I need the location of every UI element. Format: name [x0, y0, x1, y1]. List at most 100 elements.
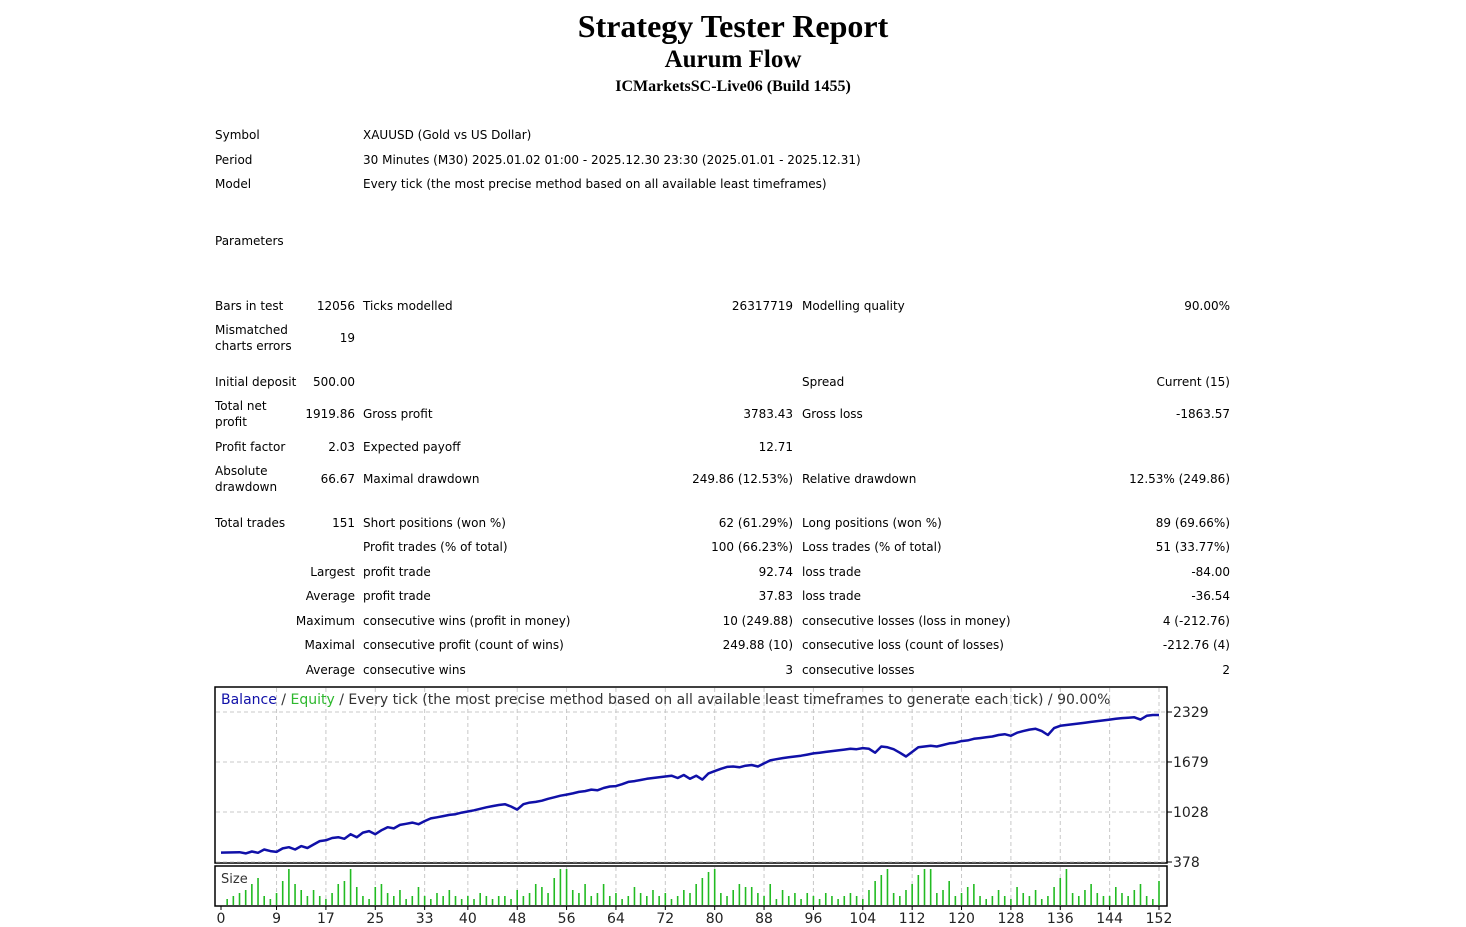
absolute-drawdown-label-line1: Absolute — [215, 464, 268, 478]
average-label: Average — [305, 589, 355, 603]
y-tick-label: 1679 — [1173, 755, 1209, 771]
deposit-value: 500.00 — [313, 375, 355, 389]
x-tick-label: 80 — [706, 911, 724, 926]
largest-profit-label: profit trade — [363, 565, 431, 579]
gross-loss-value: -1863.57 — [1176, 407, 1230, 421]
size-bars — [226, 869, 1160, 905]
x-tick-label: 144 — [1096, 911, 1123, 926]
x-tick-label: 25 — [366, 911, 384, 926]
x-tick-label: 33 — [416, 911, 434, 926]
maximal-label: Maximal — [304, 638, 355, 652]
net-profit-label-line1: Total net — [215, 399, 267, 413]
ticks-label: Ticks modelled — [363, 299, 453, 313]
x-tick-label: 120 — [948, 911, 975, 926]
avg-consecutive-losses-value: 2 — [1222, 663, 1230, 677]
legend-description: / Every tick (the most precise method ba… — [335, 692, 1111, 708]
x-tick-label: 88 — [755, 911, 773, 926]
x-tick-label: 96 — [805, 911, 823, 926]
max-consecutive-profit-value: 249.88 (10) — [722, 638, 793, 652]
quality-label: Modelling quality — [802, 299, 905, 313]
total-trades-label: Total trades — [215, 516, 286, 530]
chart-legend: Balance / Equity / Every tick (the most … — [221, 692, 1110, 708]
quality-value: 90.00% — [1184, 299, 1230, 313]
net-profit-value: 1919.86 — [305, 407, 355, 421]
max-consecutive-profit-label: consecutive profit (count of wins) — [363, 638, 564, 652]
server-build: ICMarketsSC-Live06 (Build 1455) — [615, 78, 851, 95]
avg-consecutive-wins-value: 3 — [785, 663, 793, 677]
x-tick-label: 0 — [217, 911, 226, 926]
parameters-label: Parameters — [215, 234, 284, 248]
symbol-value: XAUUSD (Gold vs US Dollar) — [363, 128, 532, 142]
gross-profit-value: 3783.43 — [743, 407, 793, 421]
x-tick-label: 17 — [317, 911, 335, 926]
profit-factor-value: 2.03 — [328, 440, 355, 454]
x-tick-label: 128 — [998, 911, 1025, 926]
largest-loss-label: loss trade — [802, 565, 861, 579]
short-positions-value: 62 (61.29%) — [718, 516, 793, 530]
balance-chart: 2329 1679 1028 378 0 9 17 25 33 40 48 56 64 72 80 88 96… — [214, 686, 1209, 926]
average-consecutive-label: Average — [305, 663, 355, 677]
expected-payoff-label: Expected payoff — [363, 440, 461, 454]
model-label: Model — [215, 177, 252, 191]
x-tick-label: 9 — [272, 911, 281, 926]
period-value: 30 Minutes (M30) 2025.01.02 01:00 - 2025… — [363, 153, 861, 167]
y-tick-label: 2329 — [1173, 705, 1209, 721]
average-profit-value: 37.83 — [758, 589, 793, 603]
x-tick-label: 152 — [1146, 911, 1173, 926]
model-value: Every tick (the most precise method base… — [363, 177, 827, 191]
gross-loss-label: Gross loss — [802, 407, 863, 421]
mismatch-label-line2: charts errors — [215, 339, 292, 353]
report-title: Strategy Tester Report — [577, 8, 889, 44]
expected-payoff-value: 12.71 — [758, 440, 793, 454]
largest-profit-value: 92.74 — [758, 565, 793, 579]
x-tick-label: 40 — [459, 911, 477, 926]
legend-balance: Balance — [221, 692, 277, 708]
x-tick-label: 48 — [508, 911, 526, 926]
max-consecutive-wins-value: 10 (249.88) — [722, 614, 793, 628]
long-positions-value: 89 (69.66%) — [1155, 516, 1230, 530]
x-tick-label: 64 — [607, 911, 625, 926]
mismatch-label-line1: Mismatched — [215, 323, 288, 337]
max-consecutive-loss-value: -212.76 (4) — [1162, 638, 1230, 652]
relative-drawdown-label: Relative drawdown — [802, 472, 917, 486]
x-tick-label: 136 — [1047, 911, 1074, 926]
y-axis-ticks: 2329 1679 1028 378 — [1167, 705, 1209, 871]
x-tick-label: 72 — [656, 911, 674, 926]
symbol-label: Symbol — [215, 128, 260, 142]
size-plot-frame — [214, 865, 1168, 907]
expert-name: Aurum Flow — [664, 46, 802, 73]
absolute-drawdown-label-line2: drawdown — [215, 480, 278, 494]
spread-label: Spread — [802, 375, 845, 389]
profit-trades-label: Profit trades (% of total) — [363, 540, 508, 554]
spread-value: Current (15) — [1156, 375, 1230, 389]
short-positions-label: Short positions (won %) — [363, 516, 506, 530]
x-tick-label: 112 — [899, 911, 926, 926]
ticks-value: 26317719 — [731, 299, 793, 313]
relative-drawdown-value: 12.53% (249.86) — [1129, 472, 1230, 486]
loss-trades-value: 51 (33.77%) — [1155, 540, 1230, 554]
maximal-drawdown-value: 249.86 (12.53%) — [692, 472, 793, 486]
maximum-label: Maximum — [295, 614, 355, 628]
average-profit-label: profit trade — [363, 589, 431, 603]
max-consecutive-losses-label: consecutive losses (loss in money) — [802, 614, 1011, 628]
deposit-label: Initial deposit — [215, 375, 297, 389]
avg-consecutive-wins-label: consecutive wins — [363, 663, 466, 677]
x-axis-ticks: 0 9 17 25 33 40 48 56 64 72 80 88 96 104 112 120 128 136 1… — [217, 906, 1173, 926]
absolute-drawdown-value: 66.67 — [320, 472, 355, 486]
long-positions-label: Long positions (won %) — [802, 516, 942, 530]
total-trades-value: 151 — [332, 516, 355, 530]
largest-label: Largest — [310, 565, 355, 579]
size-label: Size — [221, 872, 248, 887]
max-consecutive-wins-label: consecutive wins (profit in money) — [363, 614, 571, 628]
average-loss-label: loss trade — [802, 589, 861, 603]
legend-equity: Equity — [290, 692, 334, 708]
balance-line — [220, 713, 1159, 855]
loss-trades-label: Loss trades (% of total) — [802, 540, 942, 554]
x-tick-label: 104 — [849, 911, 876, 926]
mismatch-value: 19 — [339, 331, 355, 345]
bars-label: Bars in test — [215, 299, 284, 313]
net-profit-label-line2: profit — [215, 415, 247, 429]
largest-loss-value: -84.00 — [1191, 565, 1230, 579]
bars-value: 12056 — [316, 299, 355, 313]
avg-consecutive-losses-label: consecutive losses — [802, 663, 915, 677]
